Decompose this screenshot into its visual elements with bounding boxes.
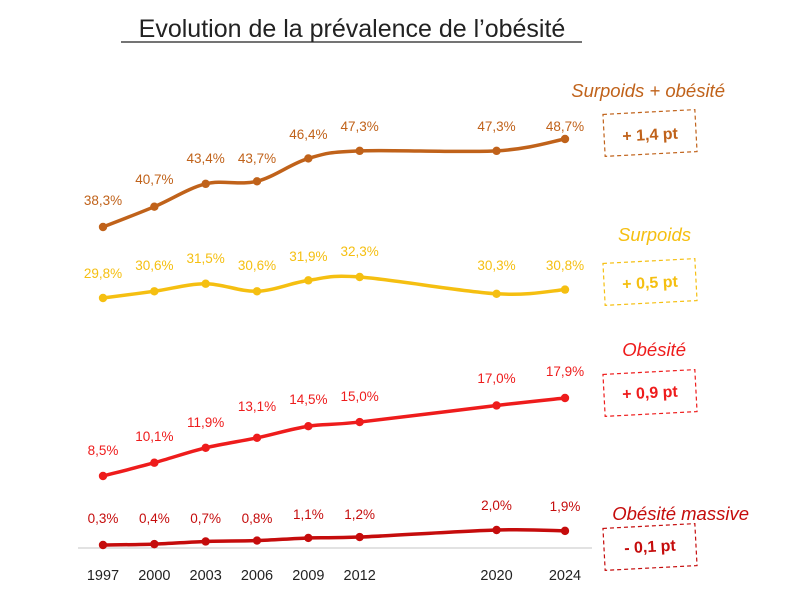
series-name-obesite: Obésité <box>622 339 686 360</box>
data-label-obesite-2024: 17,9% <box>546 364 584 379</box>
point-surpoids-2000 <box>150 287 159 296</box>
data-label-obesite-2006: 13,1% <box>238 399 276 414</box>
point-surpoids-obesite-2009 <box>304 154 313 163</box>
series-name-surpoids-obesite: Surpoids + obésité <box>571 80 725 101</box>
series-line-obesite <box>101 396 567 478</box>
series-obesite: 8,5% 10,1% 11,9% 13,1% 14,5% 15,0% 17,0% 17,9% O… <box>88 339 698 481</box>
x-tick-2003: 2003 <box>190 568 222 584</box>
point-obesite-2020 <box>492 401 501 410</box>
data-label-surpoids-1997: 29,8% <box>84 266 122 281</box>
point-surpoids-2024 <box>560 285 570 294</box>
data-label-obesite-massive-2012: 1,2% <box>344 507 375 522</box>
point-obesite-2003 <box>201 443 210 452</box>
x-tick-2024: 2024 <box>549 568 581 584</box>
series-line-obesite-massive <box>101 527 567 547</box>
data-label-surpoids-obesite-2009: 46,4% <box>289 127 327 142</box>
series-surpoids: 29,8% 30,6% 31,5% 30,6% 31,9% 32,3% 30,3% 30,8%… <box>84 224 698 307</box>
point-obesite-massive-2012 <box>355 532 364 542</box>
data-label-obesite-2000: 10,1% <box>135 429 173 444</box>
series-line-surpoids-obesite <box>101 137 567 229</box>
point-obesite-massive-2003 <box>201 537 210 546</box>
x-tick-1997: 1997 <box>87 568 119 584</box>
delta-value-surpoids: + 0,5 pt <box>622 274 679 294</box>
x-tick-2012: 2012 <box>344 568 376 584</box>
point-obesite-massive-1997 <box>98 540 108 550</box>
data-label-surpoids-obesite-1997: 38,3% <box>84 193 122 208</box>
point-surpoids-obesite-2024 <box>560 134 570 144</box>
x-tick-2009: 2009 <box>292 568 324 584</box>
data-label-surpoids-2006: 30,6% <box>238 258 276 273</box>
delta-value-obesite: + 0,9 pt <box>622 384 679 404</box>
data-label-obesite-massive-2003: 0,7% <box>190 511 221 526</box>
delta-box-surpoids: + 0,5 pt <box>602 257 698 307</box>
point-obesite-massive-2020 <box>492 525 501 535</box>
data-label-surpoids-2020: 30,3% <box>477 258 515 273</box>
delta-value-obesite-massive: - 0,1 pt <box>624 538 677 558</box>
data-label-surpoids-obesite-2000: 40,7% <box>135 172 173 187</box>
data-label-obesite-massive-2006: 0,8% <box>242 511 273 526</box>
point-obesite-2000 <box>150 458 159 467</box>
point-obesite-2012 <box>355 417 364 427</box>
data-label-obesite-massive-2000: 0,4% <box>139 511 170 526</box>
data-label-surpoids-obesite-2020: 47,3% <box>477 119 515 134</box>
data-label-surpoids-2003: 31,5% <box>187 251 225 266</box>
point-surpoids-2009 <box>304 276 313 285</box>
delta-box-obesite-massive: - 0,1 pt <box>602 522 698 572</box>
x-tick-2006: 2006 <box>241 568 273 584</box>
point-surpoids-2012 <box>355 272 364 282</box>
data-label-surpoids-obesite-2003: 43,4% <box>187 151 225 166</box>
x-tick-2020: 2020 <box>480 568 512 584</box>
series-surpoids-obesite: 38,3% 40,7% 43,4% 43,7% 46,4% 47,3% 47,3% 48,7%… <box>84 80 725 232</box>
point-obesite-massive-2000 <box>150 539 159 549</box>
delta-value-surpoids-obesite: + 1,4 pt <box>622 126 679 146</box>
x-axis-ticks: 1997 2000 2003 2006 2009 2012 2020 2024 <box>87 568 581 584</box>
data-label-surpoids-obesite-2024: 48,7% <box>546 119 584 134</box>
data-label-obesite-massive-2020: 2,0% <box>481 498 512 513</box>
chart-title: Evolution de la prévalence de l’obésité <box>139 15 566 43</box>
series-layer: 38,3% 40,7% 43,4% 43,7% 46,4% 47,3% 47,3% 48,7%… <box>84 80 749 572</box>
data-label-surpoids-2024: 30,8% <box>546 258 584 273</box>
point-surpoids-2003 <box>201 279 210 288</box>
point-surpoids-2020 <box>492 289 501 298</box>
delta-box-obesite: + 0,9 pt <box>602 368 698 418</box>
point-surpoids-obesite-1997 <box>98 222 108 232</box>
delta-box-surpoids-obesite: + 1,4 pt <box>602 108 698 158</box>
point-surpoids-1997 <box>98 293 108 303</box>
data-label-obesite-2020: 17,0% <box>477 371 515 386</box>
series-obesite-massive: 0,3% 0,4% 0,7% 0,8% 1,1% 1,2% 2,0% 1,9% Obésité … <box>88 498 749 572</box>
point-surpoids-2006 <box>252 287 262 296</box>
point-obesite-2024 <box>560 393 570 403</box>
data-label-obesite-2012: 15,0% <box>341 389 379 404</box>
data-label-surpoids-obesite-2006: 43,7% <box>238 151 276 166</box>
point-obesite-massive-2006 <box>252 536 262 545</box>
data-label-obesite-massive-2024: 1,9% <box>550 499 581 514</box>
series-name-obesite-massive: Obésité massive <box>612 503 749 524</box>
point-surpoids-obesite-2020 <box>492 146 501 156</box>
series-line-surpoids <box>101 274 567 300</box>
point-obesite-2006 <box>252 433 262 443</box>
data-label-surpoids-2000: 30,6% <box>135 258 173 273</box>
point-obesite-massive-2009 <box>304 533 313 543</box>
data-label-surpoids-2009: 31,9% <box>289 249 327 264</box>
point-surpoids-obesite-2003 <box>201 179 210 189</box>
data-label-surpoids-2012: 32,3% <box>341 244 379 259</box>
point-surpoids-obesite-2006 <box>252 177 262 186</box>
data-label-obesite-massive-1997: 0,3% <box>88 511 119 526</box>
point-obesite-massive-2024 <box>560 526 570 536</box>
data-label-obesite-massive-2009: 1,1% <box>293 507 324 522</box>
point-surpoids-obesite-2012 <box>355 146 364 156</box>
point-obesite-2009 <box>304 422 313 431</box>
data-label-obesite-1997: 8,5% <box>88 443 119 458</box>
point-obesite-1997 <box>98 471 108 481</box>
point-surpoids-obesite-2000 <box>150 202 159 211</box>
x-tick-2000: 2000 <box>138 568 170 584</box>
data-label-surpoids-obesite-2012: 47,3% <box>341 119 379 134</box>
series-name-surpoids: Surpoids <box>618 224 691 245</box>
data-label-obesite-2003: 11,9% <box>187 415 224 430</box>
data-label-obesite-2009: 14,5% <box>289 392 327 407</box>
